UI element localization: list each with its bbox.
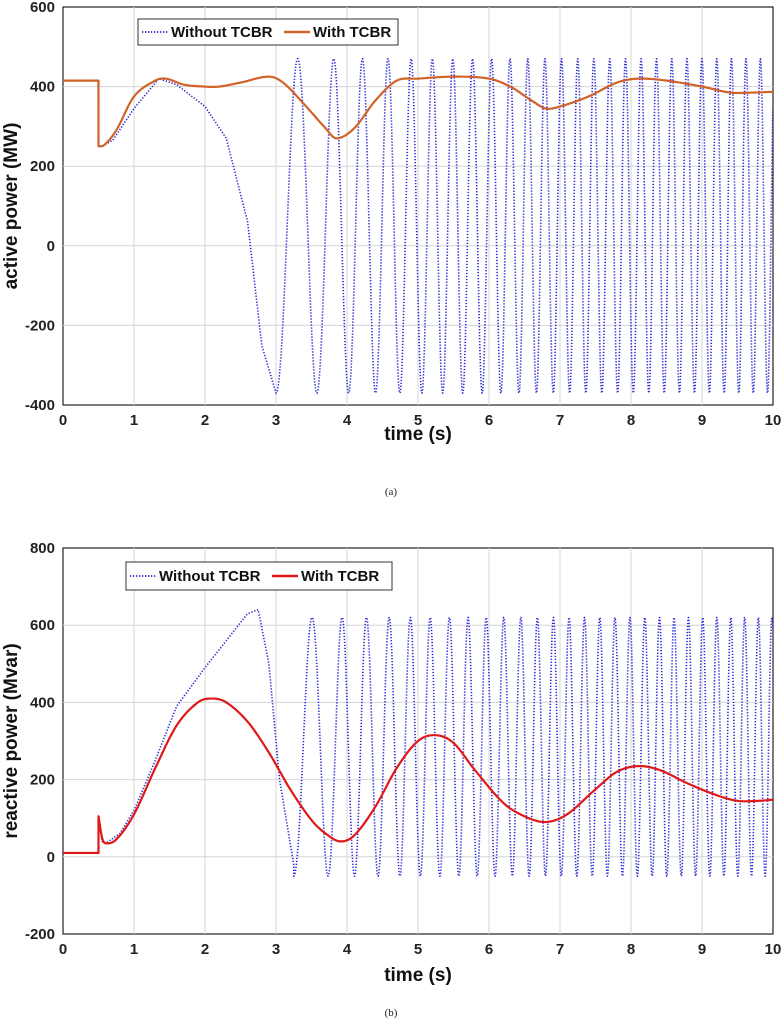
- panel-b-x-tick-label: 4: [343, 941, 352, 958]
- panel-b-series: [63, 608, 773, 877]
- panel-b-legend-label: Without TCBR: [159, 568, 261, 585]
- panel-b-x-tick-label: 2: [201, 941, 209, 958]
- panel-b-y-tick-label: 800: [30, 540, 55, 557]
- panel-a-y-tick-label: -400: [25, 397, 55, 414]
- panel-b-legend-box: [125, 561, 393, 591]
- panel-a-series-with-tcbr-line: [63, 75, 773, 148]
- panel-a-y-tick-label: -200: [25, 317, 55, 334]
- panel-a-x-tick-label: 8: [627, 412, 635, 429]
- panel-b-y-tick-label: 400: [30, 694, 55, 711]
- panel-a-y-tick-label: 600: [30, 0, 55, 16]
- panel-a-legend: Without TCBR With TCBR: [137, 18, 399, 46]
- panel-a-x-tick-label: 10: [765, 412, 782, 429]
- panel-b-x-ticks: 0 1 2 3 4 5 6 7 8 9 10: [59, 941, 782, 958]
- panel-a-x-tick-label: 7: [556, 412, 564, 429]
- panel-b-x-tick-label: 3: [272, 941, 280, 958]
- panel-a-legend-box: [137, 18, 399, 46]
- panel-a-chart: 0 1 2 3 4 5 6 7 8 9 10 -400 -200 0 200 400 600 Without …: [1, 0, 781, 498]
- panel-a-caption: (a): [385, 486, 398, 498]
- panel-b-caption: (b): [385, 1007, 398, 1019]
- panel-a-x-tick-label: 0: [59, 412, 67, 429]
- panel-b-x-tick-label: 10: [765, 941, 782, 958]
- panel-b-y-tick-label: 200: [30, 772, 55, 789]
- panel-a-legend-label: With TCBR: [313, 24, 391, 41]
- panel-a-x-tick-label: 2: [201, 412, 209, 429]
- panel-a-series-without-tcbr-line: [63, 57, 773, 394]
- panel-a-x-tick-label: 5: [414, 412, 422, 429]
- panel-a-y-ticks: -400 -200 0 200 400 600: [25, 0, 55, 414]
- panel-a-x-tick-label: 4: [343, 412, 352, 429]
- panel-b-y-axis-label: reactive power (Mvar): [1, 643, 22, 838]
- panel-b-y-tick-label: 0: [47, 849, 55, 866]
- panel-b-y-ticks: -200 0 200 400 600 800: [25, 540, 55, 943]
- panel-b-x-tick-label: 1: [130, 941, 138, 958]
- panel-b-x-tick-label: 8: [627, 941, 635, 958]
- panel-a-x-tick-label: 9: [698, 412, 706, 429]
- panel-b-grid: [63, 548, 773, 934]
- panel-b-x-axis-label: time (s): [384, 965, 452, 986]
- panel-a-y-tick-label: 200: [30, 158, 55, 175]
- panel-a-x-axis-label: time (s): [384, 424, 452, 445]
- panel-a-x-tick-label: 3: [272, 412, 280, 429]
- panel-a-x-tick-label: 1: [130, 412, 138, 429]
- panel-b-x-tick-label: 0: [59, 941, 67, 958]
- panel-a-y-axis-label: active power (MW): [1, 123, 22, 290]
- panel-b-series-with-tcbr-line: [63, 697, 773, 855]
- panel-b-x-tick-label: 6: [485, 941, 493, 958]
- panel-a-legend-label: Without TCBR: [171, 24, 273, 41]
- panel-a-y-tick-label: 400: [30, 79, 55, 96]
- panel-b-y-tick-label: 600: [30, 617, 55, 634]
- panel-a-y-tick-label: 0: [47, 238, 55, 255]
- panel-a-x-ticks: 0 1 2 3 4 5 6 7 8 9 10: [59, 412, 782, 429]
- panel-b-legend-label: With TCBR: [301, 568, 379, 585]
- panel-b-x-tick-label: 7: [556, 941, 564, 958]
- panel-a-series: [63, 57, 773, 394]
- panel-a-grid: [63, 7, 773, 405]
- panel-b-x-tick-label: 9: [698, 941, 706, 958]
- panel-b-x-tick-label: 5: [414, 941, 422, 958]
- panel-b-legend: Without TCBR With TCBR: [125, 561, 393, 591]
- panel-a-x-tick-label: 6: [485, 412, 493, 429]
- panel-b-y-tick-label: -200: [25, 926, 55, 943]
